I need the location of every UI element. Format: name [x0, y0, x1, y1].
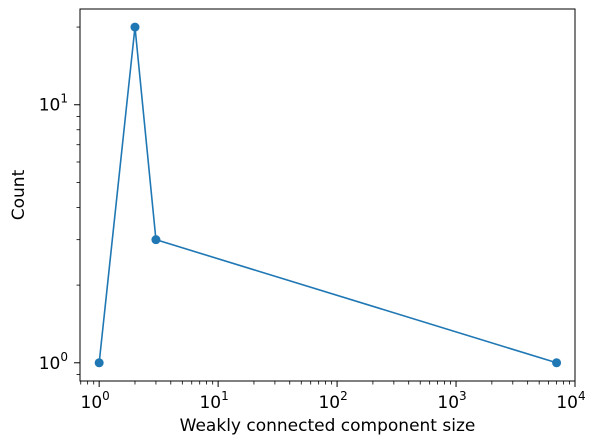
- y-axis-label: Count: [9, 169, 29, 220]
- data-point: [151, 235, 161, 245]
- y-tick-label: 100: [39, 350, 68, 374]
- x-tick-label: 102: [318, 389, 347, 413]
- data-point: [552, 358, 562, 368]
- series-layer: [94, 22, 562, 368]
- data-point: [94, 358, 104, 368]
- series-line: [98, 26, 557, 364]
- data-point: [130, 22, 140, 32]
- x-tick-label: 101: [199, 389, 228, 413]
- x-tick-label: 100: [81, 389, 110, 413]
- y-tick-label: 101: [39, 92, 68, 116]
- x-axis-label: Weakly connected component size: [180, 416, 476, 436]
- ticks-layer: 100 101 102 103 104 100 101: [39, 26, 586, 413]
- x-tick-label: 104: [556, 389, 585, 413]
- plot-area-frame: [79, 8, 576, 382]
- x-tick-label: 103: [437, 389, 466, 413]
